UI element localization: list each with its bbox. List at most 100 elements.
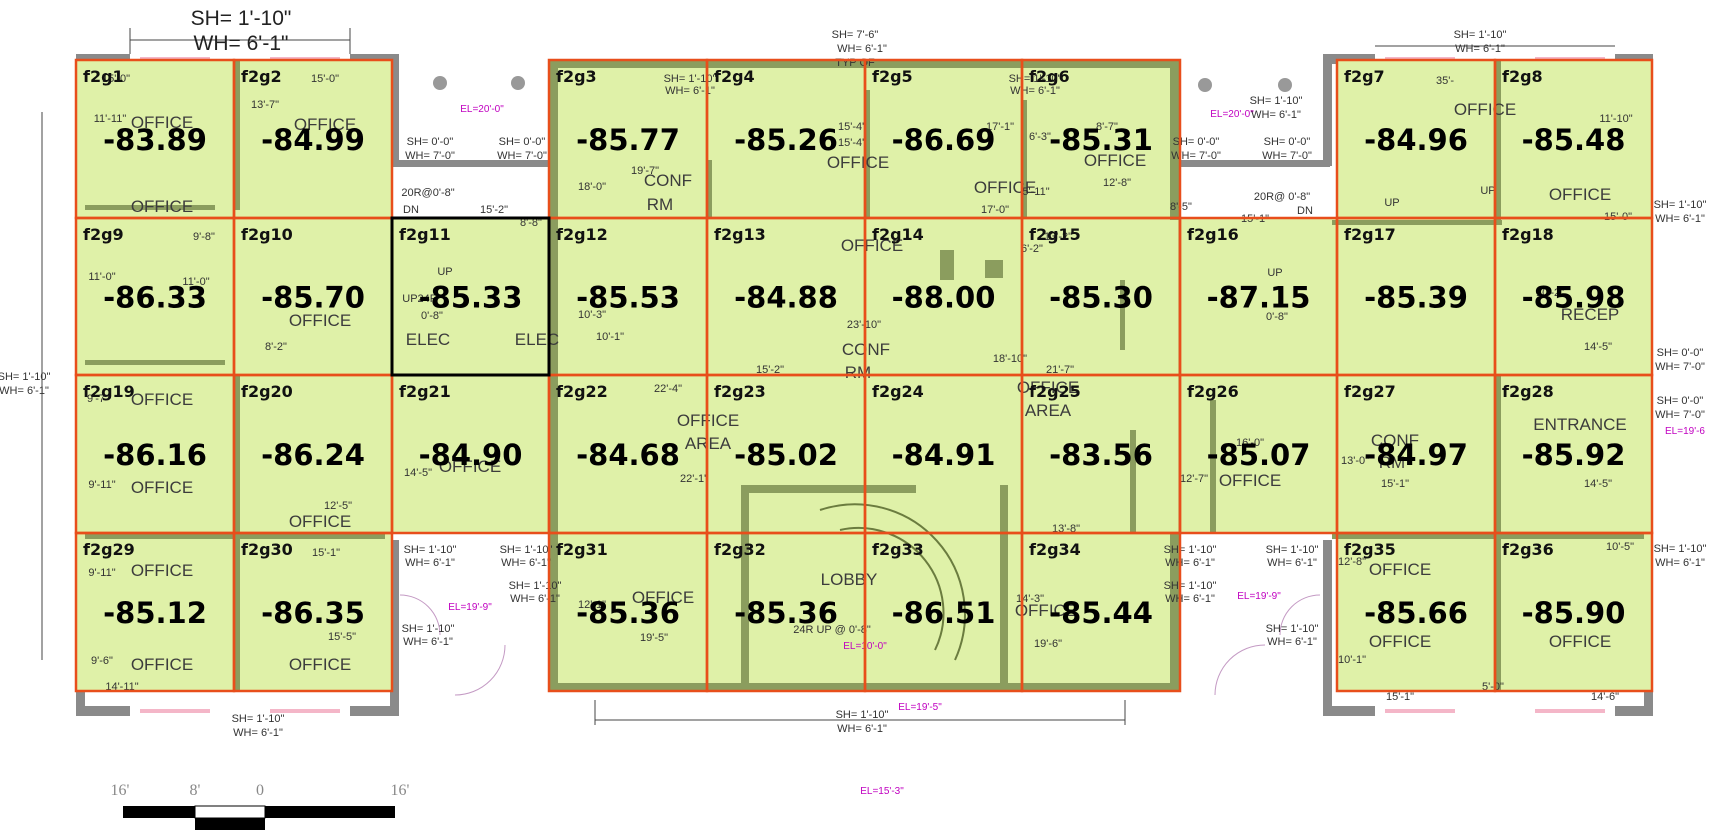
elevation-label: EL=19'-9" [448, 602, 492, 613]
grid-cell-id: f2g4 [714, 67, 755, 86]
dimension-label: SH= 1'-10" [1266, 544, 1319, 556]
elevation-label: EL=20'-0" [460, 104, 504, 115]
grid-cell-id: f2g7 [1344, 67, 1385, 86]
grid-cell-f2g7: f2g7 -84.96 [1335, 58, 1497, 220]
room-label: ELEC [406, 330, 450, 349]
grid-cell-id: f2g17 [1344, 225, 1396, 244]
room-label: OFFICE [289, 512, 351, 531]
grid-cell-value: -84.97 [1364, 438, 1468, 472]
dimension-label: SH= 0'-0" [499, 136, 546, 148]
grid-cell-f2g32: f2g32 -85.36 [705, 531, 867, 693]
dimension-label: 13'-0" [1341, 455, 1369, 467]
grid-cell-id: f2g18 [1502, 225, 1554, 244]
grid-cell-value: -84.90 [419, 438, 523, 472]
grid-cell-id: f2g20 [241, 382, 293, 401]
grid-cell-value: -85.70 [261, 281, 365, 315]
grid-cell-id: f2g31 [556, 540, 608, 559]
grid-cell-value: -83.89 [103, 123, 207, 157]
grid-cell-value: -86.24 [261, 438, 365, 472]
grid-cell-id: f2g30 [241, 540, 293, 559]
dimension-label: WH= 6'-1" [1655, 557, 1705, 569]
grid-cell-id: f2g27 [1344, 382, 1396, 401]
elevation-label: EL=19'-9" [1237, 591, 1281, 602]
dimension-label: SH= 1'-10" [1654, 199, 1707, 211]
dimension-label: 19'-5" [640, 632, 668, 644]
dimension-label: WH= 6'-1" [233, 727, 283, 739]
spiral-stair [819, 503, 966, 661]
dimension-label: 18'-10" [993, 353, 1027, 365]
grid-cell-f2g30: f2g30 -86.35 [232, 531, 394, 693]
dimension-label: 10'-5" [1606, 541, 1634, 553]
dimension-label: WH= 7'-0" [497, 150, 547, 162]
grid-cell-value: -85.36 [576, 596, 680, 630]
grid-cell-id: f2g32 [714, 540, 766, 559]
room-labels: OFFICE OFFICE OFFICE CONF RM OFFICE OFFICE OFFI… [131, 100, 1627, 674]
dimension-label: WH= 6'-1" [0, 385, 49, 397]
grid-cell-value: -85.44 [1049, 596, 1153, 630]
dimension-label: 11'-11" [94, 113, 127, 125]
dimension-label: 15'-4" [838, 137, 866, 149]
grid-cell-id: f2g14 [872, 225, 924, 244]
elevation-label: EL=15'-3" [860, 786, 904, 797]
grid-cell-id: f2g5 [872, 67, 913, 86]
dimension-label: 11'-0" [88, 271, 115, 283]
dimension-label: 15'-2" [756, 364, 784, 376]
room-label: OFFICE [131, 655, 193, 674]
dimension-label: 14'-5" [1584, 478, 1612, 490]
grid-cell-value: -85.31 [1049, 123, 1153, 157]
room-label: RM [1379, 453, 1405, 472]
dimension-label: UP24R [402, 293, 438, 305]
room-label: OFFICE [1369, 632, 1431, 651]
dimension-label: 10'-1" [596, 331, 624, 343]
room-label: LOBBY [821, 570, 878, 589]
grid-cell-id: f2g34 [1029, 540, 1081, 559]
room-label: RECEP [1561, 305, 1620, 324]
room-label: OFFICE [1084, 151, 1146, 170]
room-label: OFFICE [632, 588, 694, 607]
room-label: OFFICE [131, 561, 193, 580]
grid-cell-id: f2g11 [399, 225, 451, 244]
grid-cell-f2g19: f2g19 -86.16 [74, 373, 236, 535]
dimension-label: SH= 7'-6" [832, 29, 879, 41]
grid-cell-value: -85.92 [1522, 438, 1626, 472]
dimension-label: SH= 1'-10" [0, 371, 50, 383]
grid-cell-f2g31: f2g31 -85.36 [547, 531, 709, 693]
grid-cell-value: -83.56 [1049, 438, 1153, 472]
grid-cell-id: f2g1 [83, 67, 124, 86]
dimension-label: 19'-6" [1034, 638, 1062, 650]
grid-cell-f2g17: f2g17 -85.39 [1335, 216, 1497, 377]
elevation-label: EL=19'-6 [1665, 426, 1705, 437]
dimension-label: SH= 1'-10" [404, 544, 457, 556]
grid-cell-id: f2g12 [556, 225, 608, 244]
dimension-label: 8'-2" [265, 341, 287, 353]
dimension-label: 6'-3" [1029, 131, 1051, 143]
dimension-label: SH= 1'-10" [1654, 543, 1707, 555]
grid-cell-value: -85.77 [576, 123, 680, 157]
dimension-label: 10'-1" [1338, 654, 1366, 666]
dimension-label: UP [1384, 197, 1399, 209]
dimension-label: WH= 7'-0" [1171, 150, 1221, 162]
grid-cell-border [1493, 531, 1654, 693]
grid-cell-id: f2g35 [1344, 540, 1396, 559]
grid-cell-value: -85.48 [1522, 123, 1626, 157]
room-label: CONF [1371, 431, 1419, 450]
dimension-label: WH= 6'-1" [1165, 593, 1215, 605]
dimension-label: WH= 6'-1" [837, 43, 887, 55]
dimension-label: 10'-3" [578, 309, 606, 321]
elevation-label: EL=19'-5" [898, 702, 942, 713]
room-label: OFFICE [1369, 560, 1431, 579]
dimension-label: SH= 1'-10" [664, 73, 717, 85]
dimension-label: SH= 0'-0" [1657, 347, 1704, 359]
grid-cell-value: -86.69 [892, 123, 996, 157]
dimension-label: WH= 6'-1" [837, 723, 887, 735]
grid-cell-f2g14: f2g14 -88.00 [863, 216, 1024, 377]
grid-cell-f2g36: f2g36 -85.90 [1493, 531, 1654, 693]
grid-cell-value: -86.51 [892, 596, 996, 630]
room-label: RM [845, 363, 871, 382]
dimension-label: 11'-10" [1599, 113, 1632, 125]
dimension-label: SH= 1'-10" [500, 544, 553, 556]
room-label: OFFICE [1549, 632, 1611, 651]
dimension-label: 15'-1" [312, 547, 340, 559]
grid-cell-value: -85.30 [1049, 281, 1153, 315]
dimension-label: 19'-7" [631, 165, 659, 177]
